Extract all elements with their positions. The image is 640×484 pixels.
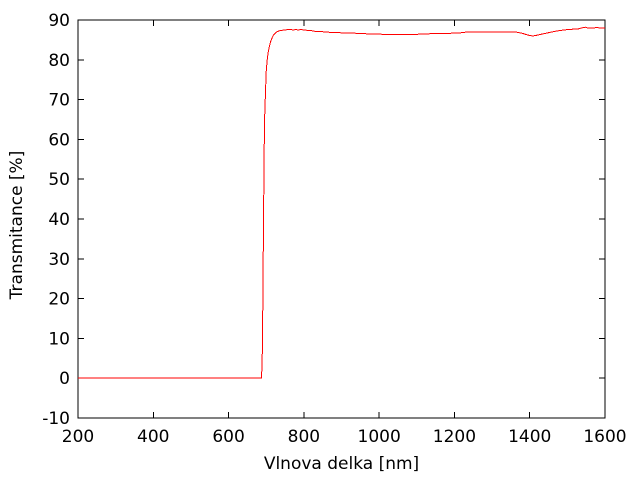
tick-label-layer: 200 400 600 800 1000 1200 1400 1600 -10 0 10 20 30 40…: [42, 11, 626, 447]
x-tick-label: 1400: [508, 427, 551, 447]
x-tick-label: 1600: [583, 427, 626, 447]
y-tick-label: 40: [48, 210, 70, 230]
x-tick-label: 200: [62, 427, 94, 447]
tick-layer: [77, 19, 606, 419]
x-tick-label: 800: [288, 427, 320, 447]
x-tick-label: 1200: [433, 427, 476, 447]
y-tick-label: 30: [48, 250, 70, 270]
plot-border: [77, 19, 606, 419]
y-axis-label: Transmitance [%]: [7, 151, 27, 301]
y-tick-label: 0: [59, 369, 70, 389]
y-tick-label: 60: [48, 130, 70, 150]
x-tick-label: 400: [137, 427, 169, 447]
y-tick-label: 20: [48, 290, 70, 310]
x-tick-label: 600: [212, 427, 244, 447]
y-tick-label: 80: [48, 51, 70, 71]
y-tick-label: 10: [48, 329, 70, 349]
y-tick-label: 50: [48, 170, 70, 190]
y-tick-label: 90: [48, 11, 70, 31]
y-tick-label: -10: [42, 409, 70, 429]
transmittance-curve: [78, 26, 605, 379]
y-tick-label: 70: [48, 91, 70, 111]
x-tick-label: 1000: [358, 427, 401, 447]
x-axis-label: Vlnova delka [nm]: [264, 454, 419, 474]
